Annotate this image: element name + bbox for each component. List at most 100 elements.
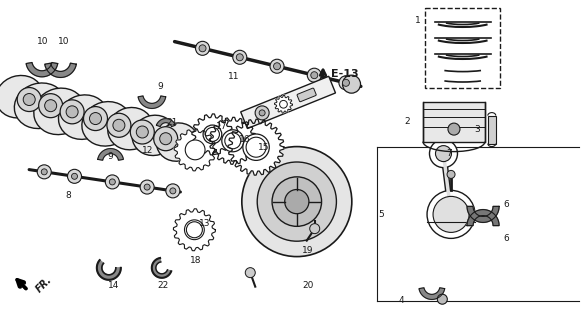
Text: 14: 14	[108, 281, 120, 290]
Circle shape	[196, 41, 210, 55]
Circle shape	[257, 162, 336, 241]
Circle shape	[259, 110, 265, 116]
Circle shape	[274, 63, 281, 70]
Circle shape	[222, 130, 244, 152]
Circle shape	[166, 184, 180, 198]
Text: 2: 2	[404, 117, 410, 126]
Circle shape	[186, 222, 203, 238]
Bar	[425, 8, 500, 88]
FancyBboxPatch shape	[297, 88, 316, 102]
Circle shape	[37, 165, 51, 179]
Text: 21: 21	[166, 118, 178, 127]
Polygon shape	[98, 148, 123, 160]
Circle shape	[433, 196, 469, 232]
Circle shape	[342, 79, 349, 86]
Text: 18: 18	[190, 256, 202, 265]
Circle shape	[41, 169, 47, 175]
Circle shape	[246, 137, 266, 157]
Circle shape	[90, 113, 101, 124]
Circle shape	[170, 188, 176, 194]
Circle shape	[233, 50, 247, 64]
Text: 16: 16	[239, 135, 250, 144]
Polygon shape	[275, 95, 292, 113]
Circle shape	[279, 100, 288, 108]
Circle shape	[199, 45, 206, 52]
Text: 20: 20	[303, 281, 314, 290]
Polygon shape	[26, 62, 58, 77]
Text: 3: 3	[474, 125, 480, 134]
Circle shape	[185, 140, 205, 160]
Circle shape	[430, 140, 457, 168]
Text: 5: 5	[378, 210, 384, 219]
Text: 9: 9	[108, 152, 113, 161]
Text: 8: 8	[66, 191, 72, 200]
Text: 9: 9	[158, 82, 164, 91]
Text: 10: 10	[58, 37, 69, 46]
Text: 22: 22	[157, 281, 169, 290]
Circle shape	[236, 54, 243, 61]
Text: 7: 7	[446, 149, 452, 158]
Circle shape	[245, 268, 255, 278]
Circle shape	[243, 134, 269, 160]
Circle shape	[136, 126, 148, 138]
Circle shape	[154, 127, 178, 151]
Text: 11: 11	[228, 72, 240, 81]
Circle shape	[130, 120, 154, 144]
Circle shape	[109, 179, 115, 185]
Polygon shape	[419, 288, 445, 300]
Circle shape	[159, 133, 172, 145]
Text: 12: 12	[141, 146, 153, 155]
Circle shape	[447, 171, 455, 179]
Circle shape	[203, 125, 222, 144]
Circle shape	[105, 175, 119, 189]
Text: 15: 15	[258, 143, 269, 152]
Circle shape	[311, 72, 318, 79]
Text: 19: 19	[301, 246, 313, 255]
Circle shape	[184, 220, 204, 240]
Ellipse shape	[0, 76, 43, 118]
Circle shape	[17, 87, 41, 112]
Text: FR.: FR.	[34, 275, 54, 294]
Text: 10: 10	[37, 37, 49, 46]
Ellipse shape	[132, 115, 176, 156]
Polygon shape	[45, 63, 76, 77]
Circle shape	[144, 184, 150, 190]
Ellipse shape	[34, 88, 86, 135]
Circle shape	[107, 113, 131, 137]
Circle shape	[83, 107, 108, 131]
Circle shape	[72, 173, 77, 179]
Ellipse shape	[15, 83, 66, 129]
Text: 6: 6	[503, 200, 509, 209]
Circle shape	[272, 177, 322, 226]
Circle shape	[307, 68, 321, 82]
Ellipse shape	[108, 108, 154, 150]
Polygon shape	[467, 210, 499, 226]
Circle shape	[255, 106, 269, 120]
Circle shape	[339, 76, 353, 90]
Circle shape	[38, 94, 63, 118]
Ellipse shape	[58, 95, 108, 140]
Text: 1: 1	[415, 16, 421, 25]
Circle shape	[140, 180, 154, 194]
Circle shape	[45, 100, 56, 112]
Circle shape	[448, 123, 460, 135]
Circle shape	[310, 224, 320, 234]
Polygon shape	[138, 96, 166, 108]
Circle shape	[437, 294, 448, 304]
Text: E-13: E-13	[331, 68, 359, 79]
Bar	[488, 116, 496, 144]
Polygon shape	[173, 209, 215, 251]
Text: 13: 13	[199, 219, 211, 228]
Polygon shape	[210, 117, 256, 164]
Circle shape	[225, 133, 241, 149]
Polygon shape	[192, 114, 233, 155]
Polygon shape	[467, 206, 499, 222]
Circle shape	[113, 119, 125, 131]
Circle shape	[242, 147, 352, 257]
Text: 4: 4	[399, 296, 404, 305]
Circle shape	[285, 189, 309, 214]
Ellipse shape	[157, 123, 198, 161]
Circle shape	[23, 93, 36, 106]
Ellipse shape	[82, 101, 132, 146]
Bar	[423, 102, 485, 141]
